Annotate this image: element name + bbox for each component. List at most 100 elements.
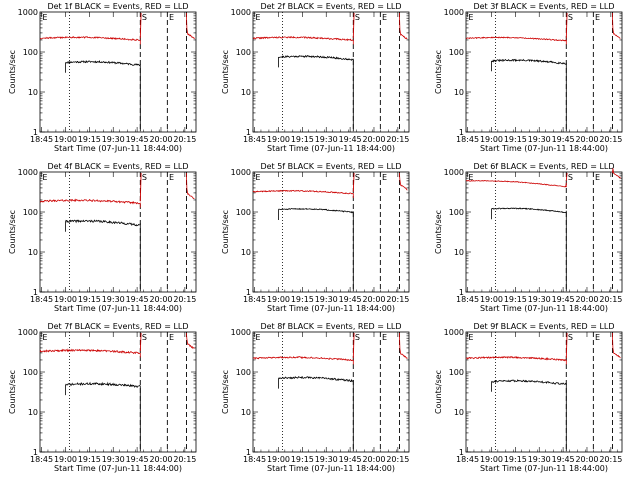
y-tick-label: 1 bbox=[33, 128, 38, 137]
series-lld-spike bbox=[352, 172, 355, 192]
series-lld-post bbox=[612, 332, 621, 359]
marker-label-e: E bbox=[468, 173, 473, 182]
series-events bbox=[65, 219, 141, 292]
x-tick-label: 20:15 bbox=[599, 295, 622, 304]
y-tick-label: 100 bbox=[449, 208, 464, 217]
panel-det-8: Det 8f BLACK = Events, RED = LLD 1 10 100 10… bbox=[221, 322, 410, 473]
series-lld-spike bbox=[565, 172, 568, 181]
marker-label-s: S bbox=[568, 13, 573, 22]
series-lld-post bbox=[612, 12, 621, 39]
y-tick-label: 1000 bbox=[18, 168, 38, 177]
y-axis-label: Counts/sec bbox=[8, 50, 17, 94]
x-tick-label: 20:00 bbox=[575, 455, 598, 464]
plot-frame bbox=[465, 11, 623, 133]
x-tick-label: 18:45 bbox=[456, 295, 479, 304]
y-tick-label: 100 bbox=[23, 368, 38, 377]
x-tick-label: 19:15 bbox=[504, 455, 527, 464]
plot-frame bbox=[465, 331, 623, 453]
x-tick-label: 19:15 bbox=[504, 135, 527, 144]
y-tick-label: 1 bbox=[459, 288, 464, 297]
series-lld-spike bbox=[565, 332, 568, 359]
x-tick-label: 18:45 bbox=[456, 135, 479, 144]
x-tick-label: 20:00 bbox=[362, 455, 385, 464]
series-lld bbox=[252, 189, 354, 198]
panel-title: Det 3f BLACK = Events, RED = LLD bbox=[473, 2, 614, 11]
x-tick-label: 19:30 bbox=[102, 135, 125, 144]
x-tick-label: 19:00 bbox=[480, 135, 503, 144]
x-tick-label: 19:00 bbox=[480, 295, 503, 304]
marker-label-s: S bbox=[355, 333, 360, 342]
plot-frame bbox=[39, 171, 197, 293]
y-tick-label: 100 bbox=[449, 48, 464, 57]
y-tick-label: 10 bbox=[241, 248, 251, 257]
x-tick-label: 19:30 bbox=[528, 295, 551, 304]
x-tick-label: 19:00 bbox=[480, 455, 503, 464]
x-axis-label: Start Time (07-Jun-11 18:44:00) bbox=[480, 304, 608, 313]
y-tick-label: 1000 bbox=[444, 168, 464, 177]
marker-label-s: S bbox=[142, 13, 147, 22]
marker-label-e: E bbox=[382, 173, 387, 182]
panel-det-3: Det 3f BLACK = Events, RED = LLD 1 10 100 10… bbox=[434, 2, 623, 153]
y-tick-label: 10 bbox=[241, 88, 251, 97]
y-axis-label: Counts/sec bbox=[221, 50, 230, 94]
x-tick-label: 19:15 bbox=[78, 455, 101, 464]
panel-det-9: Det 9f BLACK = Events, RED = LLD 1 10 100 10… bbox=[434, 322, 623, 473]
x-tick-label: 19:15 bbox=[504, 295, 527, 304]
marker-label-e: E bbox=[255, 333, 260, 342]
x-tick-label: 20:00 bbox=[149, 295, 172, 304]
x-tick-label: 20:15 bbox=[173, 455, 196, 464]
x-tick-label: 20:15 bbox=[386, 295, 409, 304]
marker-label-e: E bbox=[42, 333, 47, 342]
y-axis-label: Counts/sec bbox=[221, 370, 230, 414]
marker-label-e: E bbox=[468, 13, 473, 22]
plot-frame bbox=[39, 11, 197, 133]
marker-label-s: S bbox=[142, 173, 147, 182]
panel-title: Det 5f BLACK = Events, RED = LLD bbox=[260, 162, 401, 171]
x-axis-label: Start Time (07-Jun-11 18:44:00) bbox=[54, 464, 182, 473]
marker-label-s: S bbox=[355, 13, 360, 22]
series-lld-post bbox=[186, 332, 195, 349]
panel-det-2: Det 2f BLACK = Events, RED = LLD 1 10 100 10… bbox=[221, 2, 410, 153]
x-tick-label: 20:15 bbox=[386, 135, 409, 144]
x-tick-label: 19:30 bbox=[528, 135, 551, 144]
x-tick-label: 20:15 bbox=[173, 135, 196, 144]
x-tick-label: 18:45 bbox=[243, 295, 266, 304]
x-axis-label: Start Time (07-Jun-11 18:44:00) bbox=[267, 144, 395, 153]
y-axis-label: Counts/sec bbox=[434, 370, 443, 414]
x-tick-label: 19:30 bbox=[315, 295, 338, 304]
series-lld-spike bbox=[352, 12, 355, 39]
y-tick-label: 100 bbox=[236, 208, 251, 217]
y-tick-label: 1000 bbox=[18, 8, 38, 17]
series-lld-post bbox=[612, 168, 621, 179]
x-tick-label: 19:45 bbox=[552, 295, 575, 304]
series-lld-spike bbox=[139, 172, 142, 202]
x-tick-label: 19:45 bbox=[339, 135, 362, 144]
x-tick-label: 18:45 bbox=[243, 135, 266, 144]
y-tick-label: 1 bbox=[33, 448, 38, 457]
series-lld bbox=[466, 36, 567, 45]
x-axis-label: Start Time (07-Jun-11 18:44:00) bbox=[54, 144, 182, 153]
x-axis-label: Start Time (07-Jun-11 18:44:00) bbox=[480, 144, 608, 153]
x-tick-label: 19:45 bbox=[126, 455, 149, 464]
panel-title: Det 2f BLACK = Events, RED = LLD bbox=[260, 2, 401, 11]
marker-label-e: E bbox=[255, 13, 260, 22]
panel-title: Det 6f BLACK = Events, RED = LLD bbox=[473, 162, 614, 171]
marker-label-s: S bbox=[568, 333, 573, 342]
x-tick-label: 18:45 bbox=[30, 455, 53, 464]
x-tick-label: 19:30 bbox=[528, 455, 551, 464]
y-tick-label: 1000 bbox=[18, 328, 38, 337]
x-tick-label: 19:00 bbox=[54, 455, 77, 464]
series-lld bbox=[252, 355, 354, 365]
y-tick-label: 100 bbox=[236, 368, 251, 377]
y-axis-label: Counts/sec bbox=[8, 210, 17, 254]
x-tick-label: 20:00 bbox=[149, 455, 172, 464]
series-lld-spike bbox=[139, 12, 142, 39]
y-axis-label: Counts/sec bbox=[8, 370, 17, 414]
x-tick-label: 19:45 bbox=[339, 295, 362, 304]
x-tick-label: 19:00 bbox=[267, 295, 290, 304]
x-axis-label: Start Time (07-Jun-11 18:44:00) bbox=[267, 304, 395, 313]
x-tick-label: 20:15 bbox=[386, 455, 409, 464]
series-events bbox=[278, 376, 354, 452]
series-lld bbox=[465, 355, 567, 365]
x-tick-label: 20:00 bbox=[149, 135, 172, 144]
